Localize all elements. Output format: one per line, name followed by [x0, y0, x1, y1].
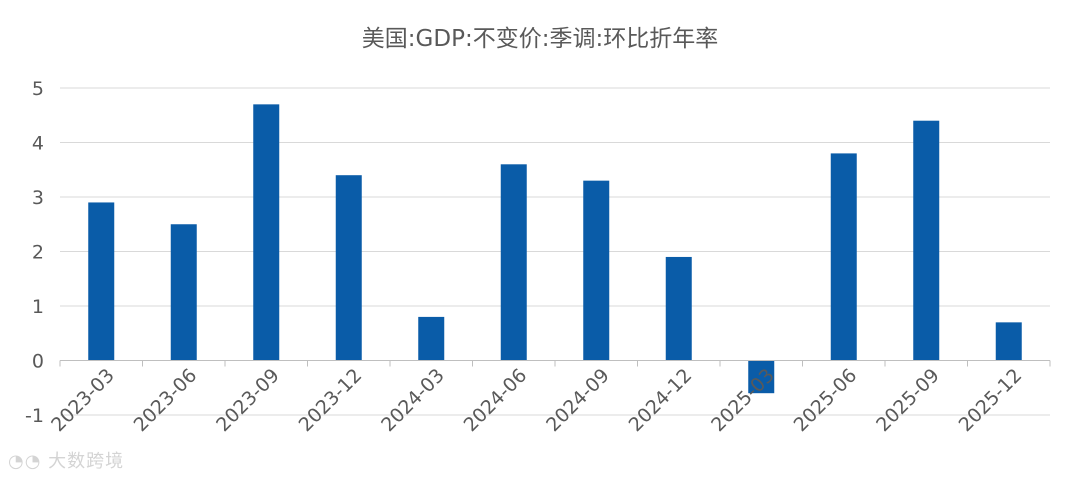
x-tick-label: 2025-06 — [790, 364, 862, 436]
bar — [583, 180, 610, 361]
watermark: ◔◔ 大数跨境 — [8, 447, 124, 473]
y-tick-label: 1 — [32, 296, 44, 318]
bar — [665, 256, 692, 361]
gridlines — [60, 87, 1050, 416]
y-tick-label: 3 — [32, 187, 44, 209]
watermark-text: 大数跨境 — [48, 451, 125, 472]
bar — [830, 153, 857, 361]
x-tick-label: 2023-12 — [295, 364, 367, 436]
bar — [253, 104, 280, 361]
x-tick-label: 2024-06 — [460, 364, 532, 436]
bar — [418, 316, 445, 361]
x-axis-ticks: 2023-03 2023-06 2023-09 2023-12 2024-03 2024-… — [47, 364, 1026, 436]
chart-title: 美国:GDP:不变价:季调:环比折年率 — [362, 26, 718, 52]
bar — [748, 360, 775, 394]
y-tick-label: -1 — [25, 405, 44, 427]
bars — [88, 104, 1022, 394]
x-tick-label: 2024-03 — [377, 364, 449, 436]
y-tick-label: 5 — [32, 78, 44, 100]
bar — [913, 120, 940, 361]
x-tick-label: 2023-06 — [130, 364, 202, 436]
bar — [995, 322, 1022, 361]
x-tick-label: 2025-09 — [872, 364, 944, 436]
y-tick-label: 4 — [32, 133, 44, 155]
x-axis — [59, 360, 1051, 367]
x-tick-label: 2023-09 — [212, 364, 284, 436]
x-tick-label: 2024-09 — [542, 364, 614, 436]
x-tick-label: 2024-12 — [625, 364, 697, 436]
bar — [170, 224, 197, 361]
x-tick-label: 2025-12 — [955, 364, 1027, 436]
bar — [335, 175, 362, 361]
watermark-logo-icon: ◔◔ — [8, 451, 42, 472]
x-tick-label: 2025-03 — [707, 364, 779, 436]
x-tick-label: 2023-03 — [47, 364, 119, 436]
y-tick-label: 2 — [32, 242, 44, 264]
y-tick-label: 0 — [32, 351, 44, 373]
bar — [500, 164, 527, 361]
bar — [88, 202, 115, 361]
y-axis-ticks: 5 4 3 2 1 0 -1 — [25, 78, 44, 427]
